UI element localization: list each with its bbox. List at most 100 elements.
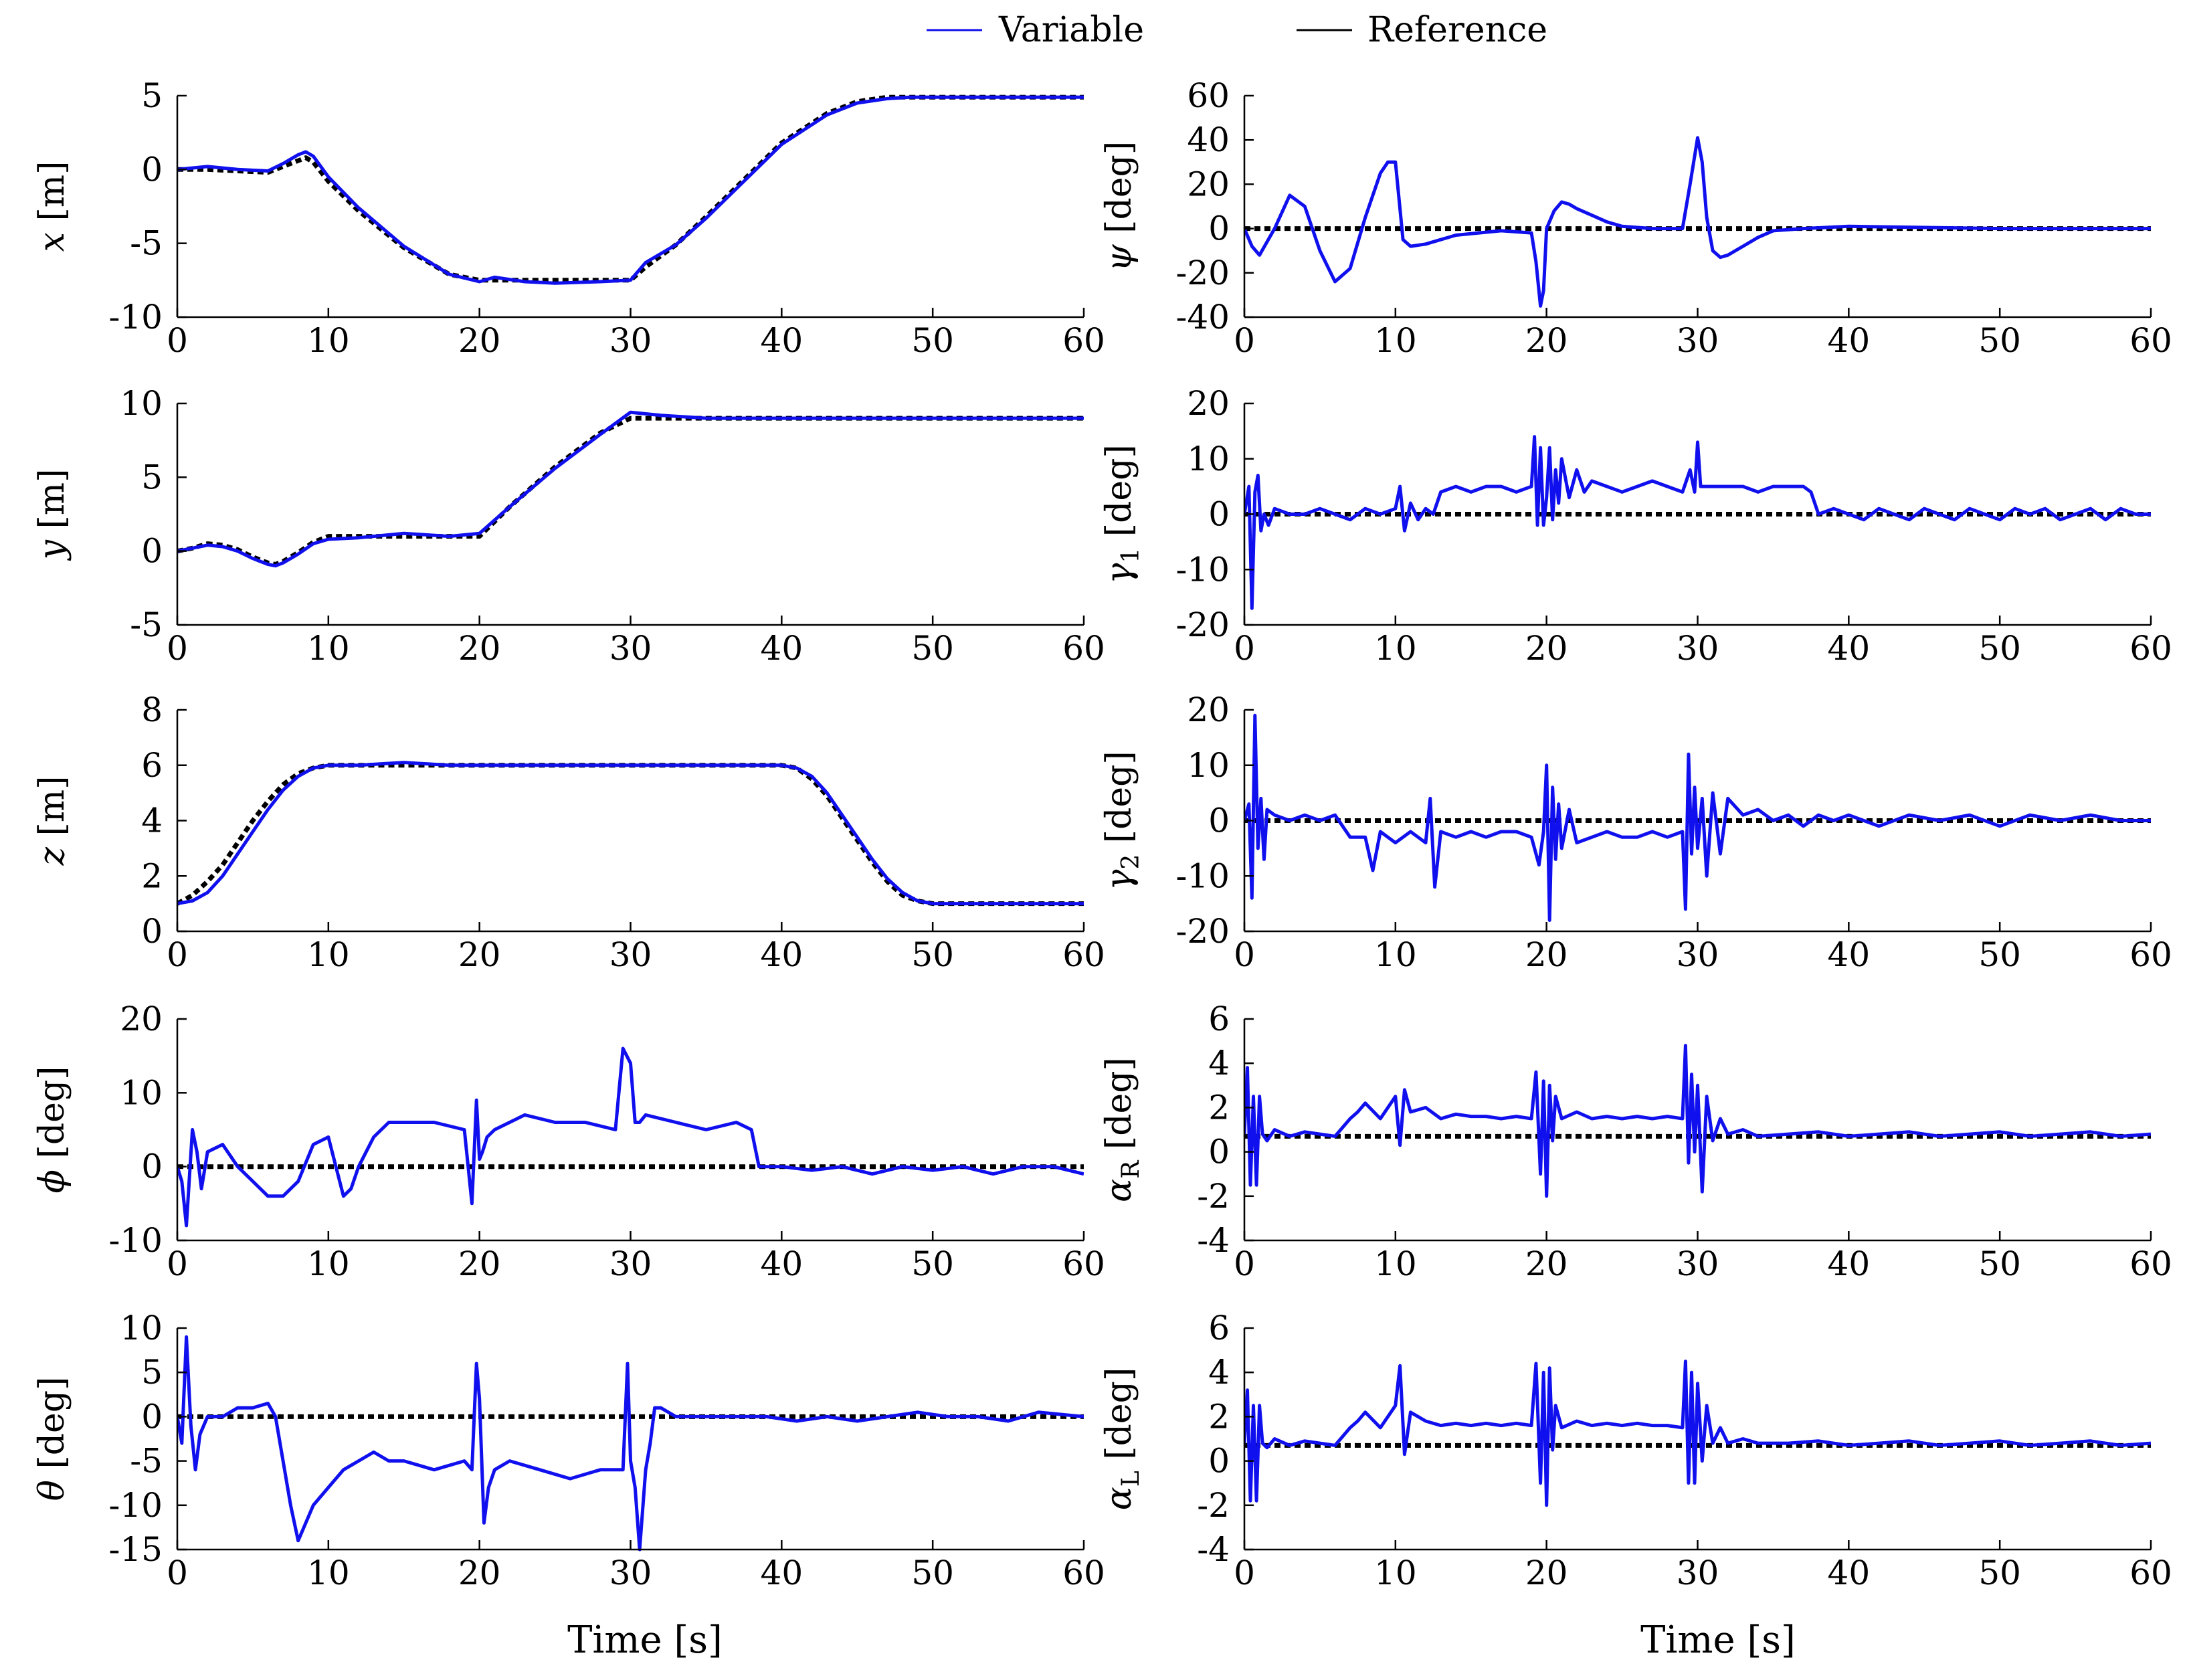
x-tick-label: 60: [2129, 935, 2172, 974]
x-tick-label: 40: [1828, 629, 1871, 668]
x-tick-label: 40: [1828, 1244, 1871, 1283]
y-axis-label: x [m]: [32, 161, 72, 252]
y-tick-label: -2: [1197, 1486, 1230, 1525]
x-tick-label: 0: [1234, 629, 1255, 668]
x-tick-label: 50: [1978, 321, 2021, 360]
x-tick-label: 10: [1374, 321, 1417, 360]
y-tick-label: 10: [1187, 746, 1230, 785]
x-tick-label: 30: [1677, 629, 1719, 668]
y-tick-label: -40: [1175, 298, 1230, 337]
y-tick-label: 2: [1208, 1397, 1230, 1436]
x-tick-label: 0: [167, 321, 188, 360]
y-tick-label: 40: [1187, 120, 1230, 159]
x-tick-label: 60: [1062, 321, 1105, 360]
variable-series-line: [177, 1335, 1084, 1552]
y-tick-label: 60: [1187, 76, 1230, 115]
y-tick-label: 20: [1187, 690, 1230, 729]
x-tick-label: 40: [761, 935, 803, 974]
variable-series-line: [177, 410, 1084, 568]
y-tick-label: -20: [1175, 254, 1230, 292]
y-tick-label: 10: [1187, 440, 1230, 478]
x-tick-label: 0: [1234, 1554, 1255, 1592]
y-axis-label: γ2 [deg]: [1099, 751, 1145, 890]
y-tick-label: 6: [1208, 1309, 1230, 1347]
x-tick-label: 20: [458, 1554, 501, 1592]
y-tick-label: 10: [120, 384, 163, 423]
x-tick-label: 10: [1374, 1244, 1417, 1283]
variable-series-line: [1244, 713, 2151, 922]
x-tick-label: 60: [1062, 629, 1105, 668]
y-tick-label: 20: [120, 1000, 163, 1038]
x-tick-label: 30: [609, 629, 652, 668]
x-tick-label: 30: [1677, 321, 1719, 360]
y-tick-label: -5: [130, 605, 163, 644]
panel-6: 0 10 20 30 40 50 60 20 10 0 -10 -20 γ2 [deg]: [1099, 690, 2172, 974]
y-tick-label: 4: [1208, 1353, 1230, 1392]
y-tick-label: -10: [108, 1486, 163, 1525]
y-tick-label: 0: [1208, 1133, 1230, 1172]
x-tick-label: 0: [167, 1244, 188, 1283]
x-tick-label: 10: [1374, 629, 1417, 668]
y-tick-label: -5: [130, 224, 163, 263]
x-tick-label: 0: [1234, 1244, 1255, 1283]
y-tick-label: 0: [141, 150, 163, 189]
x-tick-label: 50: [1978, 629, 2021, 668]
x-tick-label: 10: [307, 935, 350, 974]
x-tick-label: 60: [2129, 1244, 2172, 1283]
y-axis-label: y [m]: [32, 469, 72, 561]
y-tick-label: 0: [141, 912, 163, 951]
reference-series-line: [177, 94, 1084, 283]
x-tick-label: 20: [1525, 321, 1568, 360]
y-tick-label: 10: [120, 1309, 163, 1347]
x-tick-label: 60: [1062, 935, 1105, 974]
x-tick-label: 40: [1828, 321, 1871, 360]
y-tick-label: 4: [141, 802, 163, 840]
variable-series-line: [1244, 435, 2151, 610]
x-tick-label: 0: [167, 1554, 188, 1592]
variable-series-line: [177, 761, 1084, 906]
x-tick-label: 60: [2129, 321, 2172, 360]
x-tick-label: 0: [1234, 935, 1255, 974]
y-tick-label: -20: [1175, 912, 1230, 951]
x-tick-label: 0: [167, 629, 188, 668]
y-tick-label: -5: [130, 1442, 163, 1481]
x-tick-label: 50: [1978, 1554, 2021, 1592]
y-tick-label: 5: [141, 1353, 163, 1392]
x-tick-label: 50: [911, 629, 954, 668]
x-tick-label: 20: [458, 629, 501, 668]
y-tick-label: 8: [141, 690, 163, 729]
x-tick-label: 50: [911, 321, 954, 360]
x-tick-label: 10: [307, 1244, 350, 1283]
x-tick-label: 10: [307, 629, 350, 668]
y-tick-label: 0: [1208, 495, 1230, 534]
x-tick-label: 50: [911, 1244, 954, 1283]
x-tick-label: 0: [1234, 321, 1255, 360]
y-tick-label: 0: [1208, 802, 1230, 840]
y-tick-label: -10: [1175, 550, 1230, 589]
y-tick-label: 2: [1208, 1088, 1230, 1127]
x-tick-label: 0: [167, 935, 188, 974]
x-tick-label: 40: [1828, 1554, 1871, 1592]
x-tick-label: 40: [761, 1554, 803, 1592]
y-axis-label: θ [deg]: [32, 1377, 72, 1501]
y-tick-label: 0: [141, 532, 163, 571]
x-tick-label: 30: [609, 1554, 652, 1592]
y-tick-label: -4: [1197, 1530, 1230, 1569]
x-axis-label-left: Time [s]: [567, 1618, 723, 1662]
y-tick-label: -4: [1197, 1221, 1230, 1260]
x-tick-label: 50: [911, 1554, 954, 1592]
y-tick-label: 20: [1187, 384, 1230, 423]
legend: Variable Reference: [927, 10, 1547, 50]
x-tick-label: 50: [1978, 1244, 2021, 1283]
y-tick-label: 6: [1208, 1000, 1230, 1038]
x-tick-label: 20: [458, 321, 501, 360]
x-tick-label: 10: [1374, 935, 1417, 974]
